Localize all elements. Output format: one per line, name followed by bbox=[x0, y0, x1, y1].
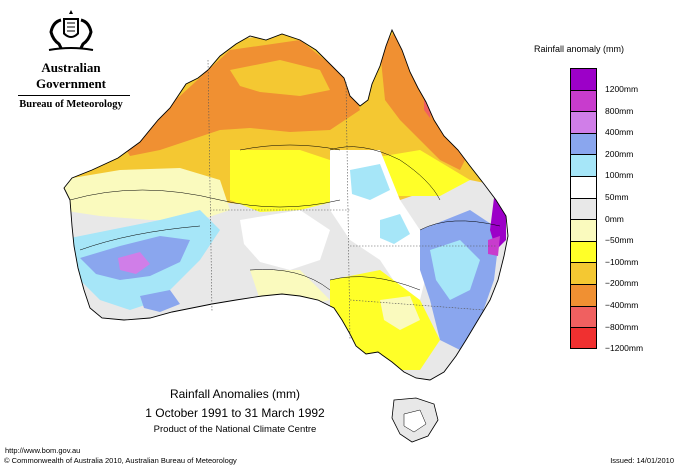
state-borders bbox=[207, 59, 496, 341]
legend-swatch bbox=[570, 262, 597, 284]
legend-swatch bbox=[570, 327, 597, 349]
contour-lines bbox=[69, 144, 501, 291]
bureau-name: Bureau of Meteorology bbox=[19, 99, 123, 110]
map-period: 1 October 1991 to 31 March 1992 bbox=[145, 406, 325, 420]
map-title-block: Rainfall Anomalies (mm) 1 October 1991 t… bbox=[110, 387, 360, 435]
legend-swatch bbox=[570, 132, 597, 155]
copyright-text: © Commonwealth of Australia 2010, Austra… bbox=[4, 456, 237, 465]
legend-label: −800mm bbox=[605, 321, 639, 332]
legend-swatch bbox=[570, 68, 597, 90]
website-link[interactable]: http://www.bom.gov.au bbox=[5, 446, 81, 455]
legend-label: −400mm bbox=[605, 300, 639, 310]
legend-label: −50mm bbox=[605, 235, 634, 246]
legend-swatch bbox=[570, 197, 597, 220]
legend-label: 400mm bbox=[605, 127, 634, 138]
legend-swatch bbox=[570, 89, 597, 112]
issued-date: Issued: 14/01/2010 bbox=[610, 456, 674, 465]
legend-swatch bbox=[570, 175, 597, 198]
legend-label: 0mm bbox=[605, 213, 624, 224]
legend-swatch bbox=[570, 283, 597, 306]
legend-label: 200mm bbox=[605, 148, 634, 159]
legend-swatch bbox=[570, 219, 597, 241]
legend-swatch bbox=[570, 111, 597, 133]
map-product: Product of the National Climate Centre bbox=[153, 424, 317, 435]
map-title: Rainfall Anomalies (mm) bbox=[169, 387, 301, 401]
government-name: Australian Government bbox=[35, 60, 107, 91]
legend-swatch bbox=[570, 240, 597, 263]
bom-logo: Australian Government Bureau of Meteorol… bbox=[6, 8, 136, 110]
legend-colorbar bbox=[570, 68, 604, 349]
legend-label: −1200mm bbox=[605, 343, 644, 354]
logo-divider bbox=[18, 95, 130, 96]
legend-label: 50mm bbox=[605, 192, 629, 202]
coat-of-arms-icon bbox=[48, 10, 94, 51]
legend-swatch bbox=[570, 305, 597, 328]
legend-label: 100mm bbox=[605, 170, 634, 181]
legend-title: Rainfall anomaly (mm) bbox=[534, 44, 625, 54]
legend-label: −200mm bbox=[605, 278, 639, 289]
legend-swatch bbox=[570, 154, 597, 176]
legend-label: 1200mm bbox=[605, 84, 639, 94]
legend-label: −100mm bbox=[605, 256, 639, 267]
legend-label: 800mm bbox=[605, 105, 634, 116]
